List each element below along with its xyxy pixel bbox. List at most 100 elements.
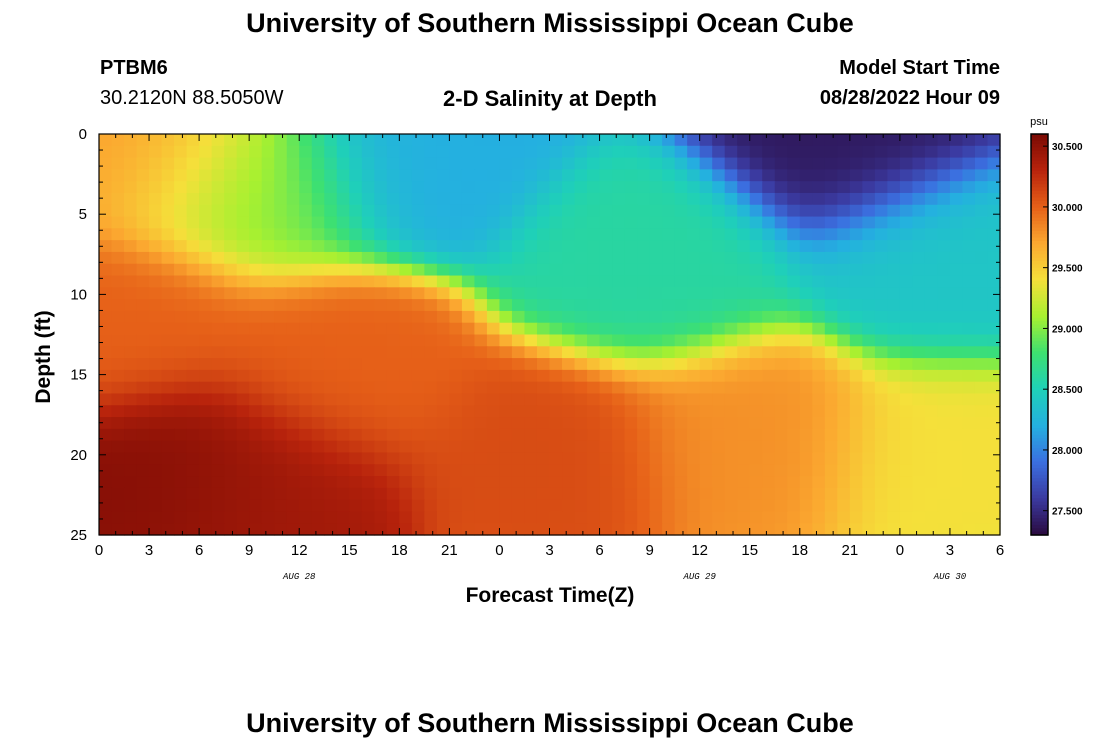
heatmap-cell bbox=[824, 287, 838, 300]
heatmap-cell bbox=[174, 381, 188, 395]
colorbar-segment bbox=[1031, 494, 1048, 499]
colorbar-segment bbox=[1031, 377, 1048, 382]
heatmap-cell bbox=[837, 334, 851, 347]
heatmap-cell bbox=[311, 511, 325, 524]
heatmap-cell bbox=[987, 487, 1001, 501]
heatmap-cell bbox=[386, 322, 400, 336]
heatmap-cell bbox=[737, 310, 751, 324]
heatmap-cell bbox=[687, 310, 701, 324]
heatmap-cell bbox=[299, 393, 313, 406]
heatmap-cell bbox=[399, 417, 413, 430]
heatmap-cell bbox=[849, 511, 863, 524]
heatmap-cell bbox=[161, 287, 175, 300]
heatmap-cell bbox=[386, 216, 400, 229]
chart-axes: 0 3 6 9 12 15 18 21 0 3 6 9 12 15 18 21 0 3 60510152025AUG… bbox=[70, 126, 1004, 582]
heatmap-cell bbox=[799, 145, 813, 159]
heatmap-cell bbox=[436, 499, 450, 513]
colorbar-segment bbox=[1031, 147, 1048, 152]
heatmap-cell bbox=[562, 334, 576, 347]
heatmap-cell bbox=[699, 346, 713, 359]
colorbar-segment bbox=[1031, 294, 1048, 299]
heatmap-cell bbox=[99, 134, 113, 147]
heatmap-cell bbox=[399, 393, 413, 406]
colorbar-segment bbox=[1031, 284, 1048, 289]
heatmap-cell bbox=[724, 240, 738, 253]
heatmap-cell bbox=[762, 275, 776, 288]
heatmap-cell bbox=[737, 358, 751, 371]
heatmap-cell bbox=[249, 428, 263, 442]
heatmap-cell bbox=[612, 464, 626, 477]
heatmap-cell bbox=[574, 381, 588, 395]
heatmap-cell bbox=[299, 405, 313, 418]
heatmap-cell bbox=[511, 464, 526, 477]
heatmap-cell bbox=[599, 487, 613, 501]
heatmap-cell bbox=[461, 275, 476, 288]
heatmap-cell bbox=[612, 511, 626, 524]
heatmap-cell bbox=[449, 417, 463, 430]
colorbar-segment bbox=[1031, 504, 1048, 509]
heatmap-cell bbox=[874, 251, 888, 265]
heatmap-cell bbox=[737, 275, 751, 288]
heatmap-cell bbox=[136, 157, 150, 170]
heatmap-cell bbox=[211, 405, 225, 418]
heatmap-cell bbox=[724, 452, 738, 465]
heatmap-cell bbox=[436, 405, 450, 418]
heatmap-cell bbox=[837, 393, 851, 406]
heatmap-cell bbox=[849, 334, 863, 347]
heatmap-cell bbox=[599, 181, 613, 194]
heatmap-cell bbox=[511, 369, 526, 383]
heatmap-cell bbox=[249, 358, 263, 371]
heatmap-cell bbox=[787, 358, 801, 371]
heatmap-cell bbox=[174, 440, 188, 454]
heatmap-cell bbox=[862, 428, 876, 442]
heatmap-cell bbox=[399, 381, 413, 395]
heatmap-cell bbox=[499, 358, 513, 371]
heatmap-cell bbox=[749, 275, 763, 288]
heatmap-cell bbox=[774, 381, 788, 395]
heatmap-cell bbox=[186, 322, 200, 336]
heatmap-cell bbox=[712, 499, 726, 513]
heatmap-cell bbox=[486, 192, 501, 206]
heatmap-cell bbox=[649, 216, 663, 229]
heatmap-cell bbox=[862, 299, 876, 312]
heatmap-cell bbox=[224, 440, 238, 454]
heatmap-cell bbox=[149, 487, 163, 501]
heatmap-cell bbox=[712, 440, 726, 454]
heatmap-cell bbox=[161, 405, 175, 418]
heatmap-cell bbox=[987, 240, 1001, 253]
heatmap-cell bbox=[424, 381, 438, 395]
heatmap-cell bbox=[624, 134, 638, 147]
heatmap-cell bbox=[136, 275, 150, 288]
heatmap-cell bbox=[324, 405, 338, 418]
heatmap-cell bbox=[424, 464, 438, 477]
heatmap-cell bbox=[149, 405, 163, 418]
heatmap-cell bbox=[524, 145, 538, 159]
heatmap-cell bbox=[549, 440, 563, 454]
heatmap-cell bbox=[862, 169, 876, 182]
heatmap-cell bbox=[699, 523, 713, 536]
heatmap-cell bbox=[436, 169, 450, 182]
heatmap-cell bbox=[624, 192, 638, 206]
heatmap-cell bbox=[486, 228, 501, 241]
heatmap-cell bbox=[549, 322, 563, 336]
heatmap-cell bbox=[887, 523, 901, 536]
heatmap-cell bbox=[874, 322, 888, 336]
heatmap-cell bbox=[124, 157, 138, 170]
heatmap-cell bbox=[924, 381, 939, 395]
heatmap-cell bbox=[737, 464, 751, 477]
heatmap-cell bbox=[949, 169, 964, 182]
heatmap-cell bbox=[436, 523, 450, 536]
heatmap-cell bbox=[361, 204, 375, 218]
heatmap-cell bbox=[674, 523, 688, 536]
heatmap-cell bbox=[199, 287, 213, 300]
heatmap-cell bbox=[449, 428, 463, 442]
heatmap-cell bbox=[361, 240, 375, 253]
colorbar-segment bbox=[1031, 207, 1048, 212]
heatmap-cell bbox=[962, 452, 976, 465]
heatmap-cell bbox=[599, 393, 613, 406]
x-tick-label: 15 bbox=[341, 542, 358, 559]
page-title: University of Southern Mississippi Ocean… bbox=[246, 8, 854, 38]
colorbar-segment bbox=[1031, 481, 1048, 486]
heatmap-cell bbox=[536, 393, 551, 406]
heatmap-cell bbox=[624, 440, 638, 454]
